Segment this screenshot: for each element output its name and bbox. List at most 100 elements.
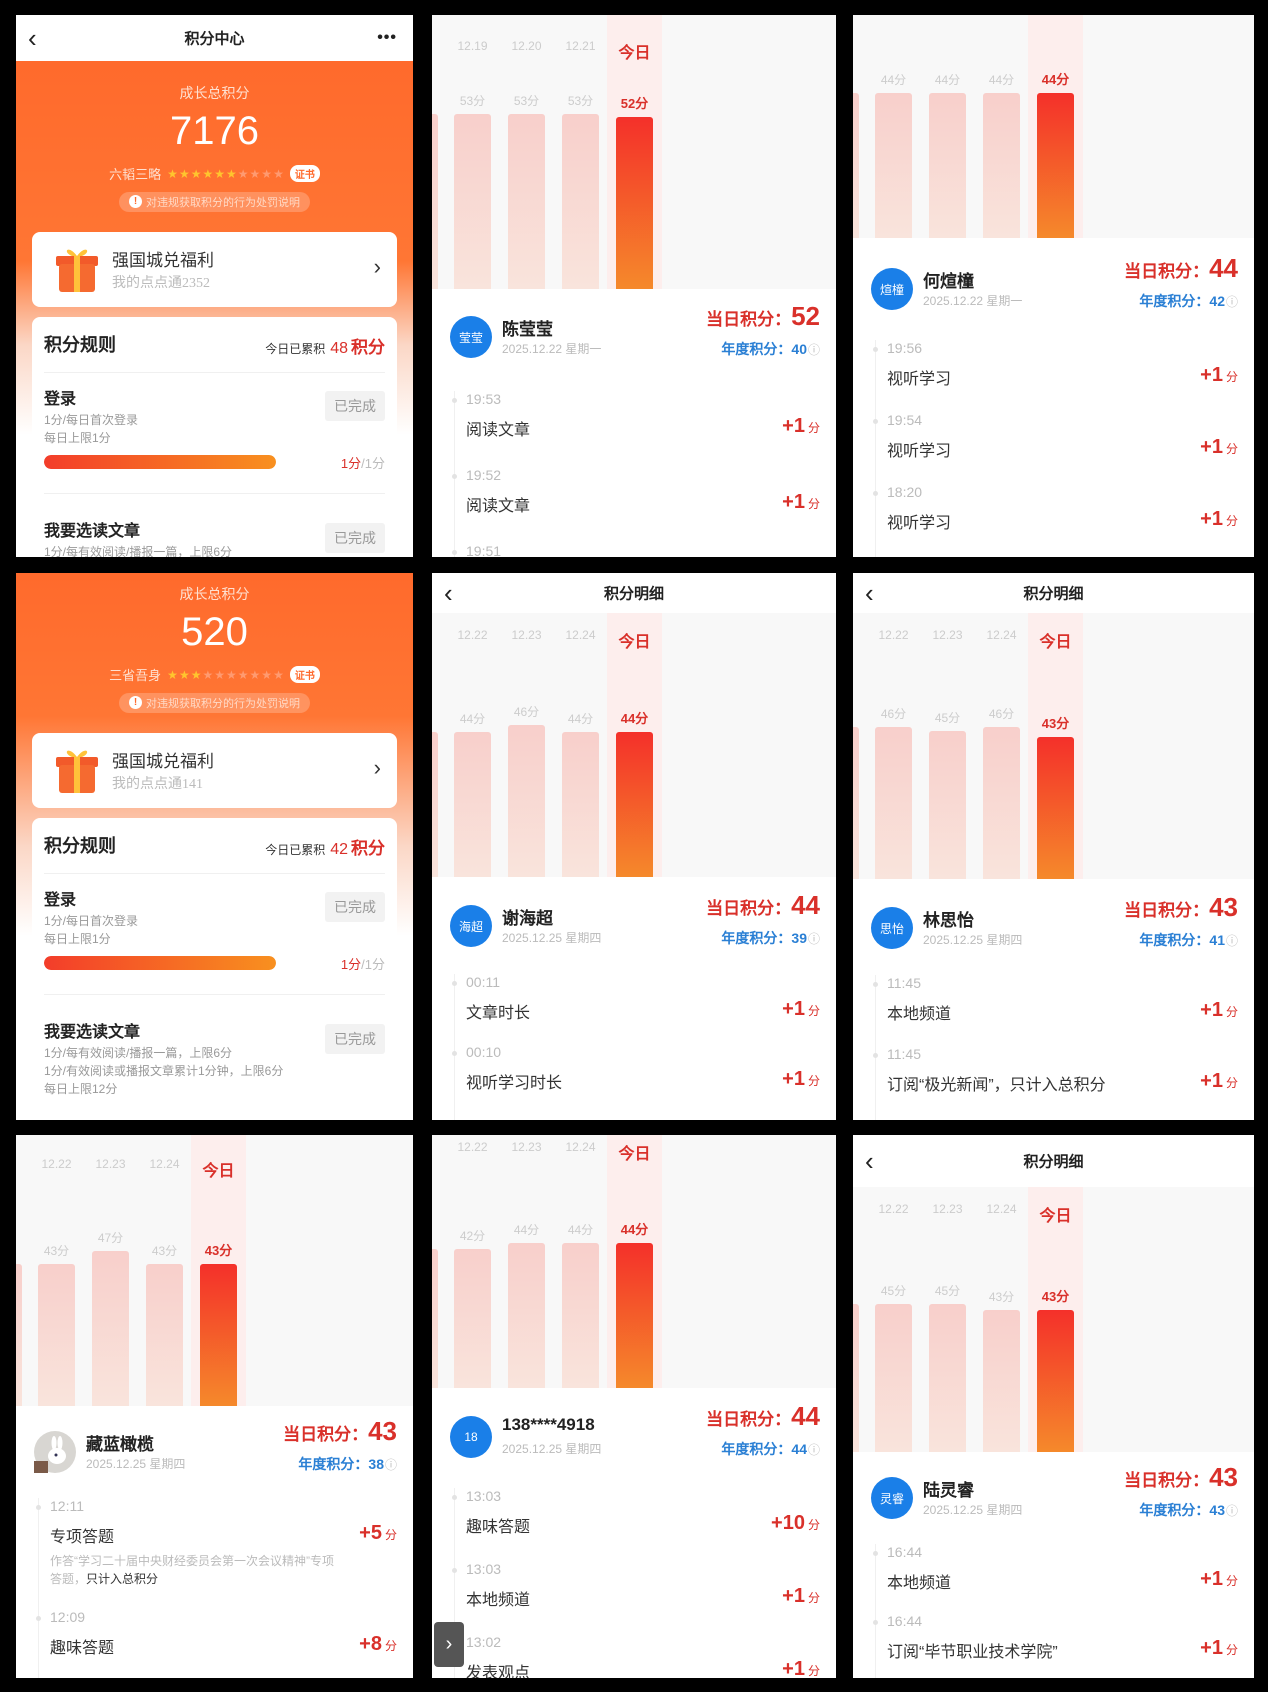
date-label[interactable]: 今日 — [1039, 1208, 1072, 1225]
bar-today[interactable] — [616, 117, 653, 289]
points-entry[interactable]: 13:03 趣味答题 +10 分 — [432, 1488, 836, 1561]
points-entry[interactable]: 19:53 阅读文章 +1 分 — [432, 391, 836, 467]
bar-day[interactable] — [562, 731, 599, 877]
points-entry[interactable]: 16:44 本地频道 +1 分 — [853, 1544, 1254, 1613]
date-label[interactable]: 今日 — [202, 1163, 235, 1180]
date-label[interactable]: 今日 — [1039, 634, 1072, 651]
date-label[interactable]: 12.23 — [95, 1157, 126, 1171]
entry-title: 阅读文章 — [466, 498, 531, 515]
penalty-notice-link[interactable]: ! 对违规获取积分的行为处罚说明 — [119, 191, 310, 212]
date-label[interactable]: 今日 — [618, 45, 651, 62]
info-icon[interactable]: ⓘ — [807, 1443, 820, 1457]
points-entry[interactable]: 18:20 视听学习 +1 分 — [853, 484, 1254, 556]
bar-day[interactable] — [929, 1303, 966, 1452]
bar-day[interactable] — [929, 92, 966, 238]
date-label[interactable]: 12.22 — [41, 1157, 72, 1171]
back-button[interactable]: ‹ — [865, 578, 874, 608]
date-label[interactable]: 12.23 — [511, 1140, 542, 1154]
back-button[interactable]: ‹ — [444, 578, 453, 608]
bar-day[interactable] — [454, 114, 491, 289]
info-icon[interactable]: ⓘ — [807, 932, 820, 946]
completed-button[interactable]: 已完成 — [325, 391, 385, 421]
info-icon[interactable]: ⓘ — [1225, 934, 1238, 948]
back-button[interactable]: ‹ — [28, 23, 37, 53]
bar-today[interactable] — [616, 731, 653, 877]
reward-card[interactable]: 强国城兑福利 我的点点通141 › — [32, 733, 397, 808]
bar-today[interactable] — [1037, 737, 1074, 879]
points-entry[interactable]: 00:11 文章时长 +1 分 — [432, 974, 836, 1044]
points-entry[interactable]: 13:02 发表观点 +1 分 — [432, 1634, 836, 1678]
today-label: 今日已累积 — [265, 342, 326, 356]
points-entry[interactable]: 19:52 阅读文章 +1 分 — [432, 467, 836, 543]
points-entry[interactable]: 11:45 本地频道 +1 分 — [853, 975, 1254, 1046]
star-rating: ★ ★ ★ ★ ★ ★ ★ ★ ★ ★ — [167, 669, 284, 681]
date-label[interactable]: 12.24 — [986, 1202, 1017, 1216]
bar-day[interactable] — [875, 92, 912, 238]
info-icon[interactable]: ⓘ — [1225, 295, 1238, 309]
date-label[interactable]: 12.23 — [932, 628, 963, 642]
bar-day[interactable] — [508, 1242, 545, 1388]
certificate-badge[interactable]: 证书 — [289, 165, 320, 182]
points-entry[interactable]: 19:56 视听学习 +1 分 — [853, 340, 1254, 412]
bar-day[interactable] — [454, 731, 491, 877]
info-icon[interactable]: ⓘ — [384, 1458, 397, 1472]
info-icon[interactable]: ⓘ — [807, 343, 820, 357]
date-label[interactable]: 12.24 — [565, 1140, 596, 1154]
points-entry[interactable]: 12:11 专项答题 +5 分作答“学习二十届中央财经委员会第一次会议精神”专项答题，… — [16, 1498, 413, 1609]
completed-button[interactable]: 已完成 — [325, 523, 385, 553]
points-entry[interactable]: 13:03 本地频道 +1 分 — [432, 1561, 836, 1634]
bar-day[interactable] — [454, 1249, 491, 1388]
completed-button[interactable]: 已完成 — [325, 892, 385, 922]
date-label[interactable]: 12.20 — [511, 39, 542, 53]
side-expand-button[interactable]: › — [434, 1622, 464, 1667]
reward-card[interactable]: 强国城兑福利 我的点点通2352 › — [32, 232, 397, 307]
bar-today[interactable] — [616, 1242, 653, 1388]
bar-today[interactable] — [1037, 1310, 1074, 1452]
info-icon[interactable]: ⓘ — [1225, 1504, 1238, 1518]
bar-day[interactable] — [38, 1264, 75, 1406]
bar-day[interactable] — [92, 1250, 129, 1406]
bar-day[interactable] — [146, 1264, 183, 1406]
bar-today[interactable] — [200, 1264, 237, 1406]
bar-day[interactable] — [983, 727, 1020, 879]
date-label[interactable]: 12.24 — [565, 628, 596, 642]
bar-today[interactable] — [1037, 92, 1074, 238]
back-button[interactable]: ‹ — [865, 1146, 874, 1176]
user-name: 陈莹莹 — [502, 320, 553, 339]
bar-day[interactable] — [562, 1242, 599, 1388]
date-label[interactable]: 12.24 — [986, 628, 1017, 642]
bar-day[interactable] — [562, 114, 599, 289]
bar-day[interactable] — [983, 1310, 1020, 1452]
points-entry[interactable]: 11:45 订阅“极光新闻”，只计入总积分 +1 分 — [853, 1046, 1254, 1117]
more-dots-icon[interactable]: ••• — [377, 29, 397, 46]
date-label[interactable]: 今日 — [618, 1146, 651, 1163]
date-label[interactable]: 12.23 — [511, 628, 542, 642]
bar-day[interactable] — [929, 730, 966, 879]
certificate-badge[interactable]: 证书 — [289, 666, 320, 683]
bar-day[interactable] — [508, 725, 545, 877]
date-label[interactable]: 12.22 — [457, 628, 488, 642]
date-label[interactable]: 今日 — [618, 634, 651, 651]
points-entry[interactable]: 16:44 订阅“毕节职业技术学院” +1 分 — [853, 1613, 1254, 1678]
penalty-notice-link[interactable]: ! 对违规获取积分的行为处罚说明 — [119, 692, 310, 713]
user-date: 2025.12.25 星期四 — [86, 1457, 186, 1471]
points-entry[interactable]: 12:09 趣味答题 +8 分 — [16, 1609, 413, 1678]
bar-day[interactable] — [508, 114, 545, 289]
bar-day[interactable] — [983, 92, 1020, 238]
date-label[interactable]: 12.21 — [565, 39, 596, 53]
bar-value: 44 — [620, 1221, 636, 1237]
completed-button[interactable]: 已完成 — [325, 1024, 385, 1054]
date-label[interactable]: 12.22 — [457, 1140, 488, 1154]
points-entry[interactable]: 00:10 视听学习时长 +1 分 — [432, 1044, 836, 1114]
points-entry[interactable]: 19:51 — [432, 543, 836, 557]
bar-day[interactable] — [875, 1303, 912, 1452]
points-entry[interactable]: 19:54 视听学习 +1 分 — [853, 412, 1254, 484]
date-label[interactable]: 12.23 — [932, 1202, 963, 1216]
date-label[interactable]: 12.22 — [878, 1202, 909, 1216]
date-label[interactable]: 12.22 — [878, 628, 909, 642]
date-label[interactable]: 12.24 — [149, 1157, 180, 1171]
bar-value: 45 — [934, 710, 949, 725]
bar-day[interactable] — [875, 727, 912, 879]
date-label[interactable]: 12.19 — [457, 39, 488, 53]
entry-title: 视听学习 — [887, 371, 952, 388]
